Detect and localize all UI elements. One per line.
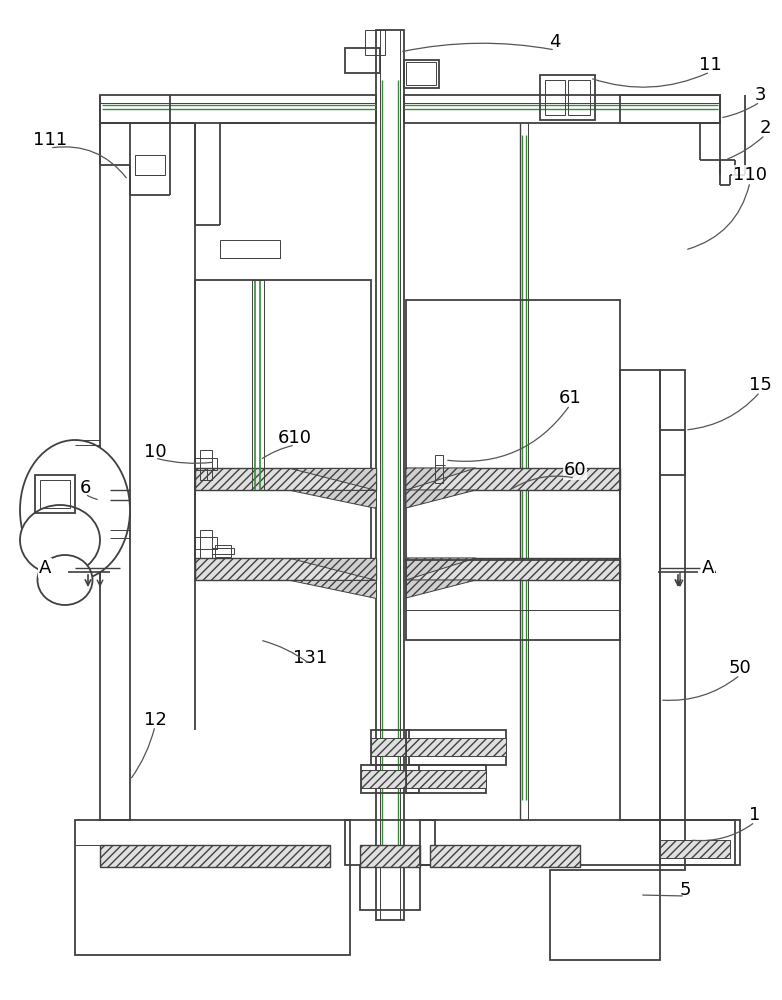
Text: 12: 12 — [144, 711, 167, 729]
Bar — [200, 530, 212, 558]
Bar — [371, 730, 409, 765]
Bar — [252, 280, 264, 490]
Bar — [660, 820, 735, 865]
Bar — [100, 845, 330, 867]
Text: 1: 1 — [749, 806, 761, 824]
Bar — [435, 455, 443, 483]
Text: 50: 50 — [729, 659, 752, 677]
Text: 60: 60 — [564, 461, 586, 479]
Text: 10: 10 — [144, 443, 167, 461]
Polygon shape — [290, 580, 376, 598]
Bar — [406, 558, 620, 580]
Bar — [660, 370, 685, 870]
Text: 6: 6 — [79, 479, 91, 497]
Polygon shape — [290, 490, 376, 508]
Bar — [75, 820, 350, 955]
Bar — [361, 770, 419, 788]
Bar — [195, 537, 217, 549]
Polygon shape — [290, 558, 376, 580]
Bar — [550, 870, 660, 960]
Bar — [361, 765, 419, 793]
Bar — [40, 480, 70, 508]
Polygon shape — [290, 468, 376, 490]
Bar — [345, 48, 380, 73]
Bar — [195, 468, 376, 490]
Text: 11: 11 — [698, 56, 721, 74]
Bar — [406, 558, 620, 580]
Bar — [195, 558, 376, 580]
Bar — [195, 458, 217, 470]
Bar — [568, 80, 590, 115]
Bar — [376, 30, 404, 920]
Ellipse shape — [20, 440, 130, 580]
Text: 610: 610 — [278, 429, 312, 447]
Text: 111: 111 — [33, 131, 67, 149]
Bar — [200, 450, 212, 480]
Text: A: A — [701, 559, 714, 577]
Bar — [135, 155, 165, 175]
Bar — [406, 738, 506, 756]
Bar — [360, 845, 420, 867]
Bar — [100, 845, 330, 867]
Bar — [215, 545, 231, 557]
Text: 15: 15 — [748, 376, 771, 394]
Bar — [365, 30, 385, 55]
Bar — [406, 468, 620, 490]
Bar — [660, 840, 730, 858]
Bar — [540, 75, 595, 120]
Text: 4: 4 — [549, 33, 561, 51]
Bar — [420, 820, 740, 865]
Bar — [406, 560, 620, 640]
Bar — [406, 770, 486, 788]
Bar — [620, 95, 720, 123]
Text: 110: 110 — [733, 166, 767, 184]
Polygon shape — [406, 580, 476, 598]
Ellipse shape — [20, 505, 100, 575]
Bar — [620, 370, 660, 820]
Bar — [220, 240, 280, 258]
Text: A: A — [39, 559, 51, 577]
Bar — [100, 123, 130, 820]
Bar — [406, 765, 486, 793]
Bar — [406, 730, 506, 765]
Text: A: A — [704, 559, 716, 577]
Bar — [371, 738, 409, 756]
Text: A: A — [39, 559, 51, 577]
Bar — [406, 468, 620, 490]
Bar — [404, 95, 720, 123]
Bar — [212, 548, 234, 554]
Bar — [195, 280, 371, 560]
Bar — [100, 95, 376, 123]
Polygon shape — [406, 468, 476, 490]
Bar — [360, 845, 420, 867]
Bar — [430, 845, 580, 867]
Polygon shape — [406, 558, 476, 580]
Ellipse shape — [38, 555, 92, 605]
Bar — [360, 865, 420, 910]
Bar — [35, 475, 75, 513]
Text: 3: 3 — [755, 86, 766, 104]
Text: 5: 5 — [680, 881, 691, 899]
Bar — [195, 558, 376, 580]
Polygon shape — [406, 490, 476, 508]
Bar — [406, 62, 436, 85]
Bar — [195, 468, 376, 490]
Text: 2: 2 — [759, 119, 771, 137]
Text: 131: 131 — [293, 649, 327, 667]
Bar — [404, 60, 439, 88]
Bar — [545, 80, 565, 115]
Bar — [430, 845, 580, 867]
Bar — [345, 820, 435, 865]
Bar — [406, 300, 620, 560]
Text: 61: 61 — [558, 389, 581, 407]
